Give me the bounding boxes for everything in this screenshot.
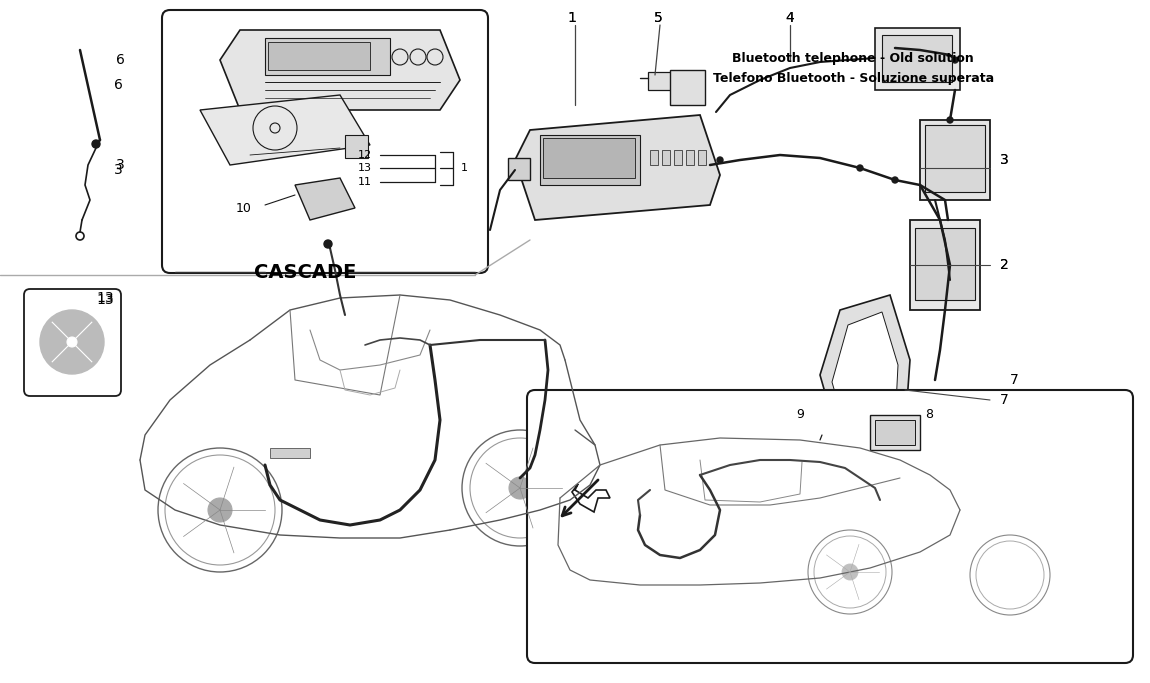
Bar bbox=[268, 42, 370, 70]
Bar bbox=[650, 150, 658, 165]
Text: 3: 3 bbox=[114, 163, 122, 177]
Text: 6: 6 bbox=[114, 78, 122, 92]
Text: 7: 7 bbox=[1000, 393, 1009, 407]
Text: 1: 1 bbox=[461, 163, 468, 173]
Bar bbox=[674, 150, 682, 165]
Bar bbox=[925, 125, 986, 192]
Bar bbox=[687, 150, 693, 165]
Text: 8: 8 bbox=[925, 408, 933, 421]
Circle shape bbox=[952, 57, 958, 63]
Text: CASCADE: CASCADE bbox=[254, 262, 356, 281]
Bar bbox=[540, 135, 641, 185]
Polygon shape bbox=[820, 295, 910, 445]
Text: 4: 4 bbox=[785, 11, 795, 25]
Text: 5: 5 bbox=[653, 11, 662, 25]
Text: 1: 1 bbox=[568, 11, 576, 25]
Bar bbox=[871, 415, 920, 450]
Polygon shape bbox=[200, 95, 370, 165]
Text: 1: 1 bbox=[568, 11, 576, 25]
Text: 2: 2 bbox=[1000, 258, 1009, 272]
Text: 13: 13 bbox=[97, 291, 114, 305]
Text: 5: 5 bbox=[653, 11, 662, 25]
Bar bbox=[670, 70, 705, 105]
Circle shape bbox=[208, 498, 232, 522]
Text: 13: 13 bbox=[358, 163, 371, 173]
Bar bbox=[698, 150, 706, 165]
Text: 13: 13 bbox=[97, 293, 114, 307]
Bar bbox=[543, 138, 635, 178]
Bar bbox=[647, 72, 672, 90]
Bar bbox=[508, 158, 530, 180]
Text: 3: 3 bbox=[116, 158, 124, 172]
Circle shape bbox=[946, 117, 953, 123]
Polygon shape bbox=[296, 178, 355, 220]
Bar bbox=[264, 38, 390, 75]
Text: 12: 12 bbox=[358, 150, 371, 160]
Polygon shape bbox=[220, 30, 460, 110]
FancyBboxPatch shape bbox=[162, 10, 488, 273]
Bar bbox=[910, 220, 980, 310]
Text: 4: 4 bbox=[785, 11, 795, 25]
Bar bbox=[270, 448, 311, 458]
Text: 9: 9 bbox=[796, 408, 804, 421]
Bar bbox=[915, 228, 975, 300]
Circle shape bbox=[857, 165, 862, 171]
Polygon shape bbox=[831, 312, 898, 438]
Circle shape bbox=[716, 157, 723, 163]
Bar bbox=[882, 35, 952, 82]
Bar bbox=[662, 150, 670, 165]
Circle shape bbox=[509, 477, 531, 499]
Circle shape bbox=[324, 240, 332, 248]
Text: 6: 6 bbox=[115, 53, 124, 67]
Circle shape bbox=[892, 177, 898, 183]
FancyBboxPatch shape bbox=[527, 390, 1133, 663]
Polygon shape bbox=[515, 115, 720, 220]
Text: 2: 2 bbox=[1000, 258, 1009, 272]
Text: 3: 3 bbox=[1000, 153, 1009, 167]
Circle shape bbox=[92, 140, 100, 148]
Circle shape bbox=[842, 564, 858, 580]
Text: 11: 11 bbox=[358, 177, 371, 187]
Circle shape bbox=[67, 337, 77, 347]
Polygon shape bbox=[572, 484, 610, 512]
Text: 10: 10 bbox=[236, 201, 252, 214]
Text: 7: 7 bbox=[1010, 373, 1019, 387]
FancyBboxPatch shape bbox=[24, 289, 121, 396]
Circle shape bbox=[40, 310, 104, 374]
Text: 3: 3 bbox=[1000, 153, 1009, 167]
Text: Bluetooth telephone - Old solution: Bluetooth telephone - Old solution bbox=[733, 51, 974, 65]
Bar bbox=[345, 135, 368, 158]
Bar bbox=[920, 120, 990, 200]
Text: Telefono Bluetooth - Soluzione superata: Telefono Bluetooth - Soluzione superata bbox=[713, 72, 994, 85]
Bar bbox=[875, 420, 915, 445]
Bar bbox=[875, 28, 960, 90]
